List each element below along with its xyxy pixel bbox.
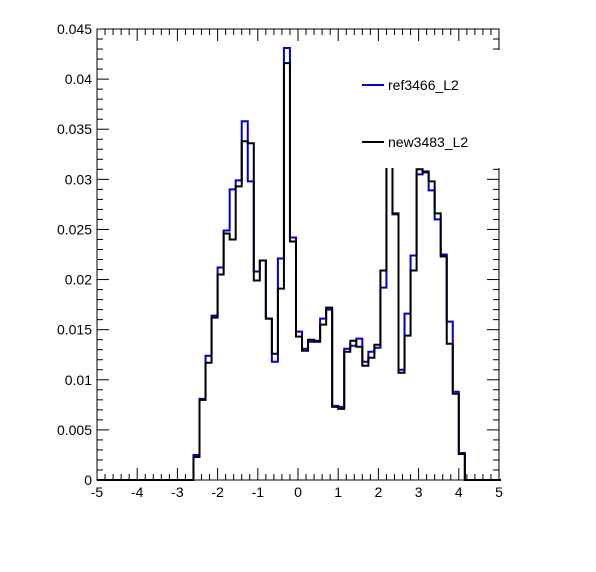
x-tick-label: 3 [415, 484, 423, 500]
x-tick-label: 0 [294, 484, 302, 500]
x-tick-label: -1 [252, 484, 265, 500]
series-layer [97, 47, 502, 481]
legend-label-ref: ref3466_L2 [388, 77, 459, 93]
legend: ref3466_L2 new3483_L2 [354, 50, 500, 168]
y-tick-label: 0.02 [65, 272, 92, 288]
y-tick-label: 0.025 [57, 221, 92, 237]
legend-box [354, 50, 500, 168]
x-tick-label: 1 [334, 484, 342, 500]
y-tick-label: 0.03 [65, 171, 92, 187]
x-tick-label: -3 [171, 484, 184, 500]
y-tick-label: 0.01 [65, 372, 92, 388]
y-tick-label: 0.005 [57, 422, 92, 438]
x-tick-label: -2 [211, 484, 224, 500]
x-tick-label: -4 [131, 484, 144, 500]
y-tick-label: 0 [84, 472, 92, 488]
series-ref3466-line [97, 47, 502, 481]
y-tick-label: 0.015 [57, 322, 92, 338]
x-tick-label: 2 [375, 484, 383, 500]
legend-label-new: new3483_L2 [388, 134, 468, 150]
series-new3483-line [97, 62, 502, 481]
y-tick-label: 0.045 [57, 21, 92, 37]
x-tick-label: -5 [91, 484, 104, 500]
x-tick-label: 5 [495, 484, 503, 500]
y-tick-label: 0.04 [65, 71, 92, 87]
y-axis: 0 0.005 0.01 0.015 0.02 0.025 0.03 0.035 0.04 0.0… [57, 21, 499, 488]
y-tick-label: 0.035 [57, 121, 92, 137]
x-tick-label: 4 [455, 484, 463, 500]
